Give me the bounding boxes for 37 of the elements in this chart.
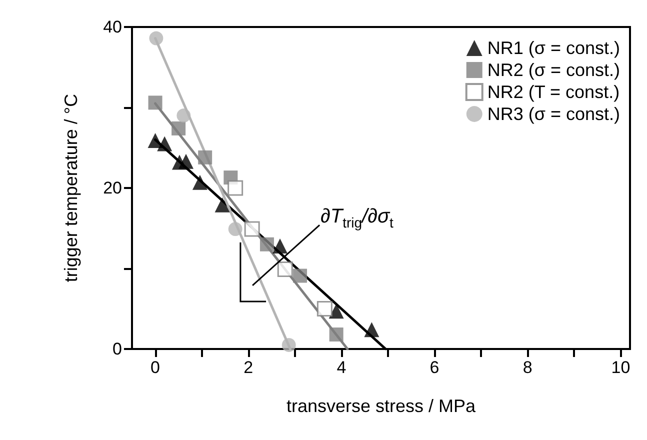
x-tick-label: 8 bbox=[522, 358, 532, 377]
legend-label: NR1 (σ = const.) bbox=[487, 38, 620, 58]
point bbox=[260, 237, 274, 252]
point bbox=[148, 96, 162, 110]
legend-label: NR3 (σ = const.) bbox=[487, 104, 620, 124]
x-tick-label: 0 bbox=[150, 358, 160, 377]
point bbox=[316, 301, 332, 316]
x-tick-label: 6 bbox=[430, 358, 440, 377]
point bbox=[172, 121, 186, 136]
point bbox=[293, 268, 308, 283]
point bbox=[228, 222, 242, 236]
point bbox=[178, 154, 194, 169]
x-tick-label: 4 bbox=[336, 358, 346, 377]
point bbox=[272, 238, 288, 254]
legend-label: NR2 (T = const.) bbox=[487, 82, 620, 102]
point bbox=[214, 197, 230, 212]
y-tick-label: 40 bbox=[103, 18, 122, 36]
point bbox=[364, 322, 380, 338]
point bbox=[282, 338, 296, 352]
point bbox=[328, 304, 344, 319]
point bbox=[198, 150, 212, 164]
legend-label: NR2 (σ = const.) bbox=[487, 60, 620, 80]
x-axis-title: transverse stress / MPa bbox=[286, 396, 477, 416]
point bbox=[228, 180, 244, 196]
point bbox=[192, 174, 208, 190]
point bbox=[329, 328, 344, 342]
y-tick-label: 0 bbox=[112, 340, 122, 358]
x-tick-label: 10 bbox=[611, 358, 630, 377]
point bbox=[149, 31, 164, 46]
y-tick-label: 20 bbox=[103, 178, 122, 198]
point bbox=[157, 136, 172, 152]
y-axis-title: trigger temperature / °C bbox=[61, 94, 81, 282]
point bbox=[176, 108, 191, 123]
point bbox=[244, 221, 260, 237]
point bbox=[277, 262, 293, 278]
x-tick-label: 2 bbox=[244, 358, 254, 377]
point bbox=[148, 133, 163, 148]
